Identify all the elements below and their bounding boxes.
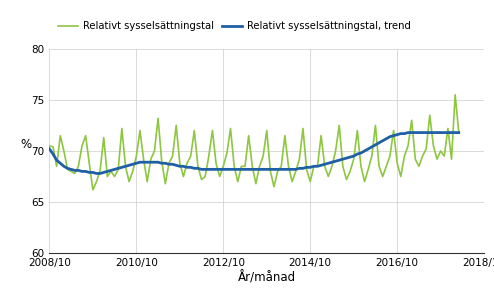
Relativt sysselsättningstal [46,144,52,148]
Relativt sysselsättningstal, trend [93,172,99,175]
X-axis label: År/månad: År/månad [238,271,296,284]
Relativt sysselsättningstal, trend [405,131,411,135]
Y-axis label: %: % [20,138,31,151]
Relativt sysselsättningstal, trend [362,149,368,153]
Relativt sysselsättningstal [315,164,321,168]
Relativt sysselsättningstal [452,93,458,97]
Relativt sysselsättningstal [456,131,462,135]
Line: Relativt sysselsättningstal, trend: Relativt sysselsättningstal, trend [49,133,459,174]
Relativt sysselsättningstal [163,182,168,185]
Relativt sysselsättningstal, trend [97,172,103,175]
Relativt sysselsättningstal [97,169,103,172]
Relativt sysselsättningstal, trend [166,163,172,166]
Line: Relativt sysselsättningstal: Relativt sysselsättningstal [49,95,459,190]
Relativt sysselsättningstal [209,129,215,132]
Relativt sysselsättningstal [90,188,96,192]
Relativt sysselsättningstal, trend [456,131,462,135]
Relativt sysselsättningstal [166,161,172,165]
Relativt sysselsättningstal [362,180,368,183]
Relativt sysselsättningstal, trend [209,167,215,171]
Legend: Relativt sysselsättningstal, Relativt sysselsättningstal, trend: Relativt sysselsättningstal, Relativt sy… [54,17,415,35]
Relativt sysselsättningstal, trend [315,164,321,168]
Relativt sysselsättningstal, trend [163,161,168,165]
Relativt sysselsättningstal, trend [46,147,52,151]
